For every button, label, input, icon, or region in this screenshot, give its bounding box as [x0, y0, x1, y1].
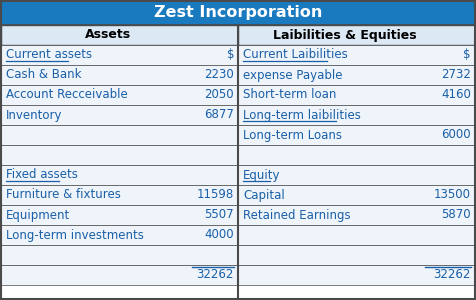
Bar: [238, 45, 475, 65]
Bar: [1, 85, 238, 105]
Text: Long-term laibilities: Long-term laibilities: [243, 109, 361, 122]
Text: 11598: 11598: [197, 188, 234, 202]
Text: Cash & Bank: Cash & Bank: [6, 68, 81, 82]
Bar: [238, 225, 475, 245]
Text: Capital: Capital: [243, 188, 285, 202]
Bar: [1, 25, 238, 45]
Text: 13500: 13500: [434, 188, 471, 202]
Text: 6000: 6000: [441, 128, 471, 142]
Text: 4160: 4160: [441, 88, 471, 101]
Bar: [1, 245, 238, 265]
Bar: [1, 1, 475, 25]
Text: Laibilities & Equities: Laibilities & Equities: [273, 28, 416, 41]
Bar: [238, 145, 475, 165]
Bar: [238, 125, 475, 145]
Bar: [238, 25, 475, 45]
Text: 2050: 2050: [204, 88, 234, 101]
Text: $: $: [227, 49, 234, 62]
Text: Inventory: Inventory: [6, 109, 62, 122]
Text: 32262: 32262: [197, 268, 234, 281]
Text: Equipment: Equipment: [6, 208, 70, 221]
Bar: [238, 245, 475, 265]
Bar: [238, 85, 475, 105]
Bar: [238, 265, 475, 285]
Text: 6877: 6877: [204, 109, 234, 122]
Bar: [1, 125, 238, 145]
Text: Assets: Assets: [85, 28, 131, 41]
Text: Retained Earnings: Retained Earnings: [243, 208, 351, 221]
Bar: [1, 165, 238, 185]
Bar: [238, 105, 475, 125]
Bar: [1, 45, 238, 65]
Bar: [238, 185, 475, 205]
Text: Current Laibilities: Current Laibilities: [243, 49, 348, 62]
Text: 2732: 2732: [441, 68, 471, 82]
Bar: [1, 225, 238, 245]
Text: Fixed assets: Fixed assets: [6, 169, 78, 182]
Bar: [1, 105, 238, 125]
Bar: [1, 145, 238, 165]
Bar: [238, 65, 475, 85]
Text: Equity: Equity: [243, 169, 280, 182]
Text: 2230: 2230: [204, 68, 234, 82]
Bar: [238, 205, 475, 225]
Text: Furniture & fixtures: Furniture & fixtures: [6, 188, 121, 202]
Text: 5870: 5870: [441, 208, 471, 221]
Bar: [1, 185, 238, 205]
Text: 32262: 32262: [434, 268, 471, 281]
Text: Short-term loan: Short-term loan: [243, 88, 337, 101]
Text: Long-term Loans: Long-term Loans: [243, 128, 342, 142]
Bar: [238, 165, 475, 185]
Text: expense Payable: expense Payable: [243, 68, 343, 82]
Text: Account Recceivable: Account Recceivable: [6, 88, 128, 101]
Text: Zest Incorporation: Zest Incorporation: [154, 5, 322, 20]
Text: 5507: 5507: [204, 208, 234, 221]
Bar: [1, 205, 238, 225]
Bar: [1, 65, 238, 85]
Text: $: $: [464, 49, 471, 62]
Text: Current assets: Current assets: [6, 49, 92, 62]
Text: 4000: 4000: [204, 229, 234, 242]
Bar: [1, 265, 238, 285]
Text: Long-term investments: Long-term investments: [6, 229, 144, 242]
